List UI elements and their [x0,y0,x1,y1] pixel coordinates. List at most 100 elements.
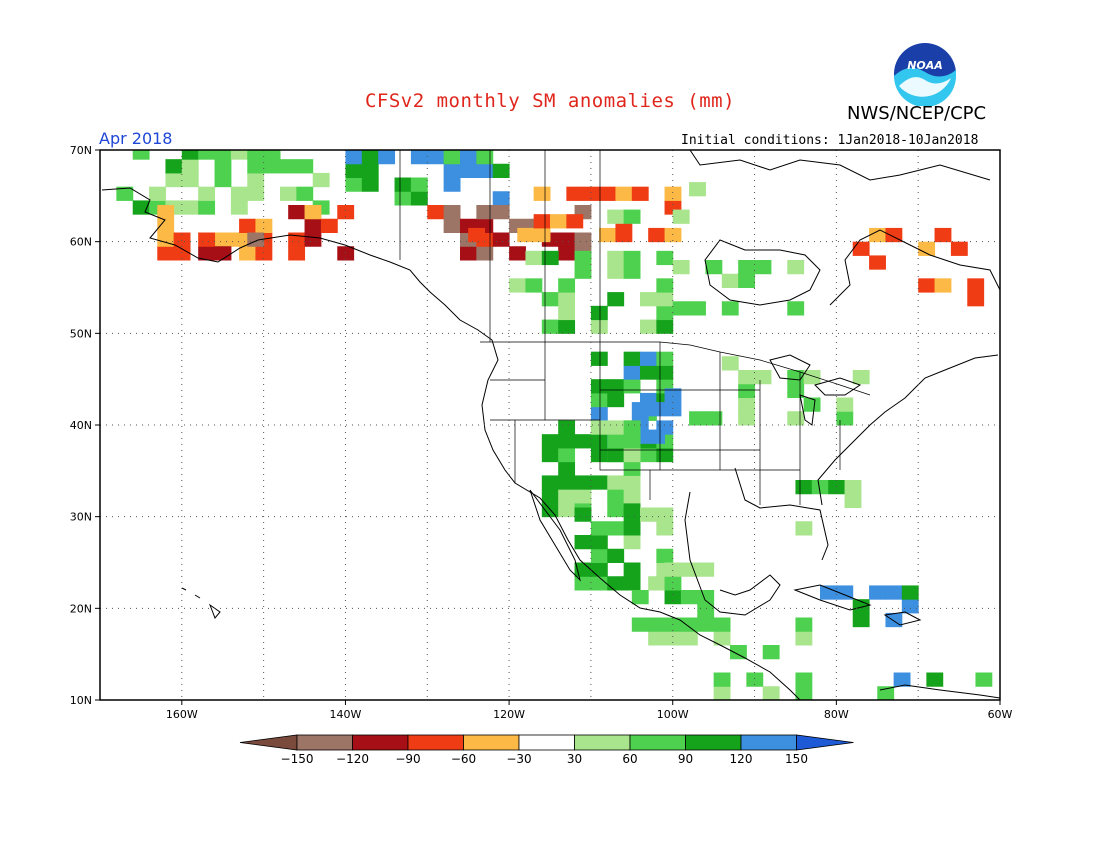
anomaly-cell [918,278,936,293]
anomaly-cell [345,150,363,165]
graticule [100,150,1000,700]
anomaly-cell [590,420,608,435]
anomaly-cell [901,599,919,614]
anomaly-cell [541,475,559,490]
anomaly-cell [345,163,363,178]
anomaly-cell [460,150,477,165]
anomaly-cell [828,480,846,495]
coastlines [101,150,1000,700]
anomaly-cell [149,186,166,201]
anomaly-cell [222,232,240,247]
anomaly-cell [590,351,608,366]
anomaly-cell [460,246,477,261]
anomaly-cell [230,150,248,160]
longitude-labels: 160W 140W 120W 100W 80W 60W [166,700,1013,721]
anomaly-cell [410,191,428,206]
anomaly-cell [541,489,559,504]
anomaly-cell [509,278,526,293]
anomaly-cell [590,392,608,408]
anomaly-cell [869,255,886,270]
anomaly-cell [795,672,813,687]
anomaly-cell [631,402,649,417]
anomaly-cell [803,397,821,412]
anomaly-cell [157,218,175,233]
anomaly-cell [852,370,870,385]
colorbar-label: 60 [622,752,637,766]
anomaly-cell [623,521,641,536]
anomaly-cell [680,617,698,632]
anomaly-cell [950,241,968,256]
colorbar-arrow-right [796,734,854,751]
anomaly-cell [664,576,682,591]
anomaly-cell [590,434,608,449]
anomaly-cell [468,227,486,243]
anomaly-cell [296,159,314,174]
anomaly-cell [680,562,698,577]
anomaly-cell [214,159,232,174]
lat-tick-label: 50N [70,327,92,340]
agency-label: NWS/NCEP/CPC [847,103,987,124]
anomaly-cell [648,429,666,444]
anomaly-cell [214,150,232,160]
lat-tick-label: 30N [70,511,92,524]
lon-tick-label: 120W [493,708,525,721]
lat-tick-label: 60N [70,236,92,249]
anomaly-cell [623,250,641,266]
anomaly-cell [656,548,674,563]
anomaly-cell [558,292,576,307]
anomaly-cell [656,521,674,536]
anomaly-cell [394,191,412,206]
anomaly-cell [721,273,739,288]
anomaly-cell [664,186,682,201]
anomaly-cell [623,576,641,591]
anomaly-cell [640,292,657,307]
anomaly-cell [852,241,870,256]
anomaly-cell [574,232,592,247]
anomaly-cell [787,301,805,316]
anomaly-cell [754,260,772,275]
anomaly-cell [590,535,608,550]
anomaly-cell [427,205,445,220]
anomaly-cell [648,402,666,417]
anomaly-cell [247,159,265,174]
colorbar-arrow-left [239,734,298,751]
anomaly-cell [165,172,183,188]
anomaly-cell [304,205,322,220]
anomaly-cell [337,205,355,220]
anomaly-cell [656,278,674,293]
political-boundaries [399,150,871,505]
colorbar-swatch [463,734,520,751]
anomaly-cell [738,370,756,385]
anomaly-cell [533,186,551,201]
anomaly-cell [590,548,608,563]
anomaly-cell [582,186,600,201]
anomaly-cell [623,209,641,224]
initial-conditions-label: Initial conditions: 1Jan2018-10Jan2018 [681,133,979,148]
anomaly-cell [607,264,625,279]
anomaly-cell [410,177,428,192]
anomaly-cell [697,603,715,618]
anomaly-cell [558,434,576,449]
anomaly-cell [648,617,666,632]
anomaly-cell [590,406,608,421]
anomaly-cell [263,150,281,160]
latitude-labels: 70N 60N 50N 40N 30N 20N 10N [70,144,100,707]
anomaly-cell [476,150,494,165]
anomaly-cell [844,480,862,495]
anomaly-cell [746,672,764,687]
anomaly-cell [590,379,608,394]
anomaly-cell [607,521,625,536]
anomaly-cell [738,411,756,426]
anomaly-cell [721,356,739,371]
anomaly-cell [181,172,199,188]
anomaly-cell [558,305,576,321]
anomaly-cell [836,411,854,426]
anomaly-cell [263,159,281,174]
anomaly-cell [623,535,641,550]
anomaly-cell [566,186,584,201]
anomaly-cell [198,246,216,261]
anomaly-cell [885,585,903,600]
anomaly-cell [656,292,674,307]
anomaly-cell [672,301,690,316]
